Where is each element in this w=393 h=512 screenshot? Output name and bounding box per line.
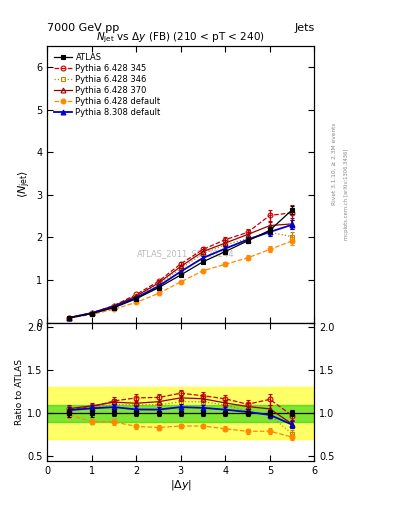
Text: mcplots.cern.ch [arXiv:1306.3436]: mcplots.cern.ch [arXiv:1306.3436]	[344, 149, 349, 240]
X-axis label: $|\Delta y|$: $|\Delta y|$	[170, 478, 192, 493]
Title: $N_{\rm jet}$ vs $\Delta y$ (FB) (210 < pT < 240): $N_{\rm jet}$ vs $\Delta y$ (FB) (210 < …	[96, 31, 265, 46]
Y-axis label: $\langle N_{\rm jet}\rangle$: $\langle N_{\rm jet}\rangle$	[17, 170, 33, 199]
Text: Rivet 3.1.10, ≥ 2.3M events: Rivet 3.1.10, ≥ 2.3M events	[332, 122, 337, 205]
Text: 7000 GeV pp: 7000 GeV pp	[47, 23, 119, 33]
Legend: ATLAS, Pythia 6.428 345, Pythia 6.428 346, Pythia 6.428 370, Pythia 6.428 defaul: ATLAS, Pythia 6.428 345, Pythia 6.428 34…	[51, 50, 163, 120]
Text: ATLAS_2011_S9126244: ATLAS_2011_S9126244	[137, 249, 235, 258]
Bar	[47, 388, 314, 439]
Bar	[47, 404, 314, 422]
Text: Jets: Jets	[294, 23, 314, 33]
Y-axis label: Ratio to ATLAS: Ratio to ATLAS	[15, 359, 24, 424]
